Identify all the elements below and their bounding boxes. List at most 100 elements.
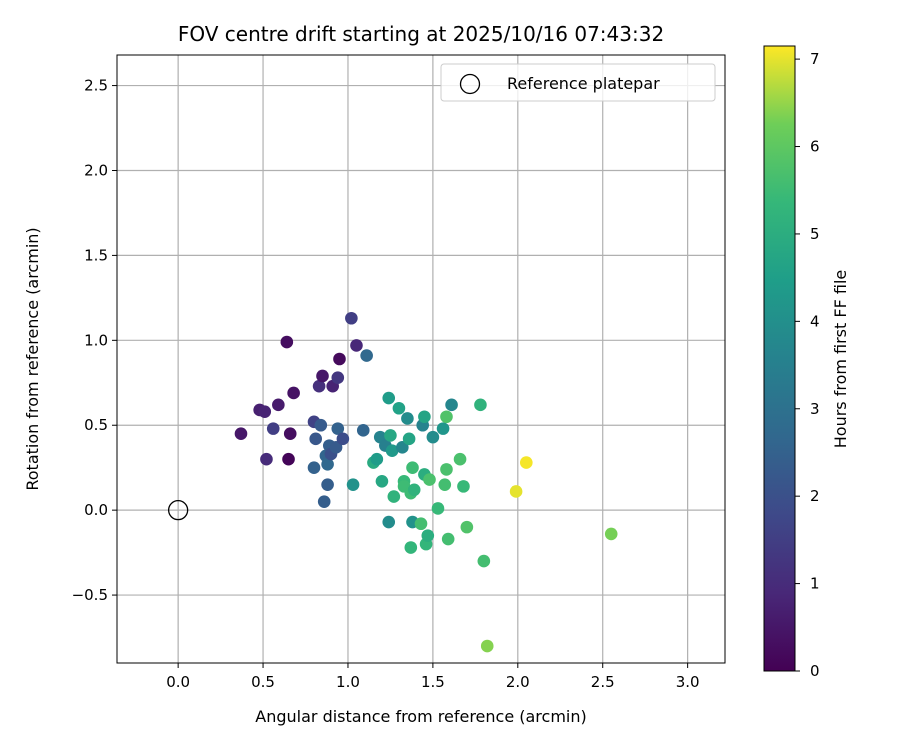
y-tick-label: 1.5 bbox=[84, 246, 108, 264]
data-point bbox=[321, 457, 334, 471]
x-tick-label: 3.0 bbox=[676, 673, 700, 691]
data-point bbox=[345, 311, 358, 325]
data-point bbox=[426, 430, 440, 444]
data-point bbox=[329, 441, 343, 454]
chart-title: FOV centre drift starting at 2025/10/16 … bbox=[178, 22, 664, 46]
x-axis-label: Angular distance from reference (arcmin) bbox=[255, 707, 586, 726]
colorbar-tick-label: 6 bbox=[810, 138, 820, 156]
data-point bbox=[480, 639, 494, 653]
x-axis-ticks: 0.0 0.5 1.0 1.5 2.0 2.5 3.0 bbox=[166, 663, 700, 691]
x-tick-label: 1.0 bbox=[336, 673, 360, 691]
scatter-points bbox=[234, 311, 618, 653]
data-point bbox=[387, 490, 401, 503]
colorbar-tick-label: 1 bbox=[810, 575, 820, 593]
data-point bbox=[441, 532, 455, 546]
y-tick-label: 0.0 bbox=[84, 501, 108, 519]
legend: Reference platepar bbox=[440, 63, 716, 102]
data-point bbox=[436, 422, 450, 435]
data-point bbox=[346, 478, 360, 491]
legend-label: Reference platepar bbox=[507, 74, 660, 93]
data-point bbox=[316, 369, 329, 383]
data-point bbox=[317, 495, 331, 508]
data-point bbox=[460, 520, 474, 534]
y-axis-ticks: −0.5 0.0 0.5 1.0 1.5 2.0 2.5 bbox=[72, 77, 117, 604]
data-point bbox=[266, 422, 280, 435]
colorbar bbox=[763, 45, 796, 672]
colorbar-tick-label: 5 bbox=[810, 225, 820, 243]
data-point bbox=[421, 529, 435, 542]
data-point bbox=[431, 502, 445, 515]
colorbar-ticks: 0 1 2 3 4 5 6 7 bbox=[795, 50, 820, 680]
data-point bbox=[258, 405, 272, 418]
x-tick-label: 1.5 bbox=[421, 673, 445, 691]
data-point bbox=[356, 424, 370, 437]
data-point bbox=[382, 515, 396, 529]
data-point bbox=[272, 398, 285, 412]
data-point bbox=[404, 541, 418, 554]
data-point bbox=[382, 391, 396, 405]
legend-box bbox=[440, 63, 716, 102]
data-point bbox=[477, 554, 491, 568]
y-tick-label: 2.0 bbox=[84, 161, 108, 179]
data-point bbox=[423, 473, 436, 486]
data-point bbox=[360, 349, 373, 362]
y-tick-label: −0.5 bbox=[72, 586, 108, 604]
x-tick-label: 0.5 bbox=[251, 673, 275, 691]
data-point bbox=[474, 398, 487, 412]
y-axis-label: Rotation from reference (arcmin) bbox=[23, 227, 42, 490]
data-point bbox=[402, 432, 416, 446]
data-point bbox=[287, 386, 300, 400]
reference-platepar-marker bbox=[167, 500, 189, 521]
data-point bbox=[438, 478, 452, 491]
plot-frame bbox=[116, 54, 726, 664]
data-point bbox=[333, 352, 346, 366]
x-tick-label: 2.0 bbox=[506, 673, 530, 691]
colorbar-tick-label: 3 bbox=[810, 400, 820, 418]
data-point bbox=[440, 463, 453, 476]
data-point bbox=[307, 461, 321, 474]
data-point bbox=[457, 480, 470, 493]
colorbar-tick-label: 4 bbox=[810, 312, 820, 330]
data-point bbox=[401, 412, 414, 425]
data-point bbox=[280, 335, 294, 349]
data-point bbox=[414, 517, 428, 531]
data-point bbox=[336, 432, 350, 446]
data-point bbox=[445, 398, 458, 412]
data-point bbox=[260, 452, 273, 466]
data-point bbox=[604, 527, 618, 541]
y-tick-label: 1.0 bbox=[84, 331, 108, 349]
data-point bbox=[309, 432, 323, 446]
colorbar-tick-label: 7 bbox=[810, 50, 820, 68]
data-point bbox=[440, 410, 453, 424]
data-point bbox=[321, 478, 334, 491]
colorbar-tick-label: 2 bbox=[810, 487, 820, 505]
data-point bbox=[331, 422, 345, 435]
colorbar-label: Hours from first FF file bbox=[831, 270, 850, 449]
data-point bbox=[418, 410, 431, 424]
data-point bbox=[375, 474, 389, 488]
data-point bbox=[509, 485, 523, 498]
x-tick-label: 0.0 bbox=[166, 673, 190, 691]
legend-reference-marker bbox=[459, 73, 481, 95]
data-point bbox=[350, 339, 363, 352]
data-point bbox=[312, 379, 326, 393]
data-point bbox=[384, 429, 397, 442]
data-point bbox=[331, 371, 345, 384]
data-point bbox=[392, 401, 406, 415]
data-point bbox=[453, 452, 467, 466]
reference-marker-group bbox=[167, 500, 189, 521]
y-tick-label: 2.5 bbox=[84, 77, 108, 95]
data-point bbox=[407, 483, 421, 497]
colorbar-tick-label: 0 bbox=[810, 662, 820, 680]
data-point bbox=[406, 461, 419, 474]
x-tick-label: 2.5 bbox=[591, 673, 615, 691]
data-point bbox=[314, 418, 328, 432]
data-point bbox=[519, 456, 533, 469]
data-point bbox=[283, 427, 297, 441]
data-point bbox=[234, 427, 248, 441]
data-point bbox=[396, 441, 409, 454]
data-point bbox=[385, 444, 399, 458]
y-tick-label: 0.5 bbox=[84, 416, 108, 434]
